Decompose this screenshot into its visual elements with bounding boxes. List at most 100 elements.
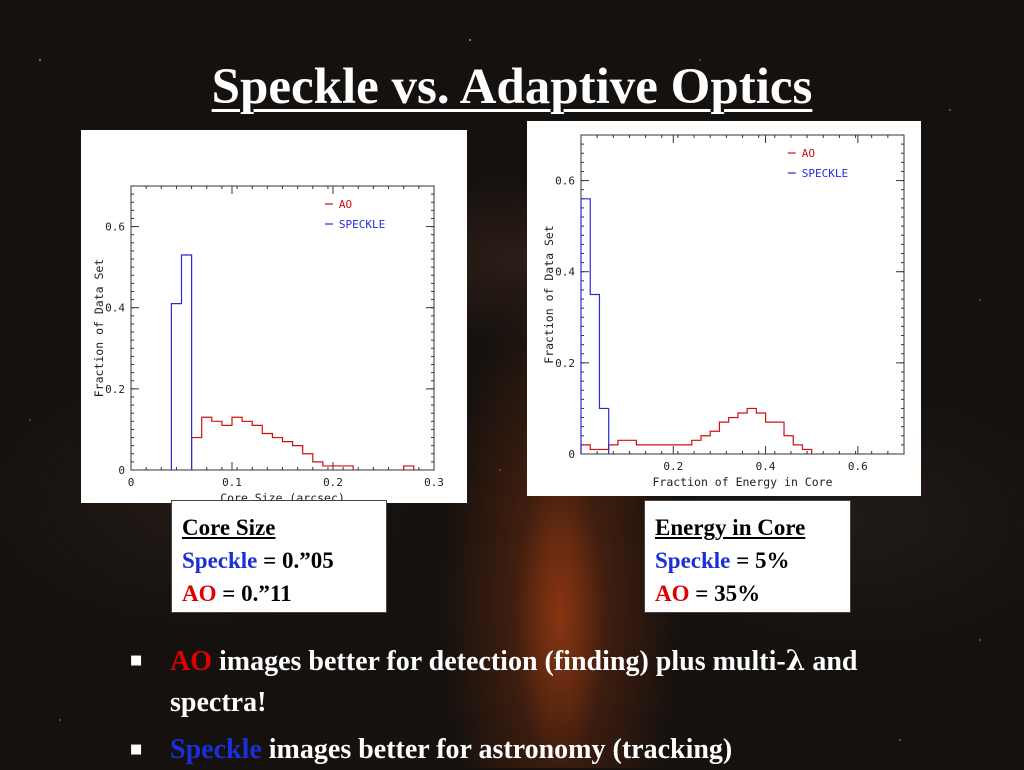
legend-label: AO: [802, 147, 815, 160]
histogram-bar-ao: [202, 417, 212, 470]
y-axis-label: Fraction of Data Set: [542, 225, 556, 363]
histogram-bar-ao: [192, 438, 202, 470]
histogram-bar-ao: [802, 449, 811, 454]
x-tick-label: 0.6: [848, 460, 868, 473]
histogram-bar-ao: [242, 421, 252, 470]
y-tick-label: 0.4: [555, 266, 575, 279]
histogram-series-ao: [580, 407, 813, 454]
histogram-bar-ao: [262, 433, 272, 470]
speckle-value: = 0.”05: [257, 548, 334, 573]
histogram-bar-ao: [636, 445, 645, 454]
legend-label: SPECKLE: [802, 167, 848, 180]
histogram-series-speckle: [580, 198, 610, 454]
bullet-list: ■ AO images better for detection (findin…: [130, 640, 910, 770]
histogram-series-ao: [191, 416, 415, 470]
bullet-text: images better for detection (finding) pl…: [212, 646, 786, 677]
histogram-bar-ao: [252, 425, 262, 470]
histogram-bar-ao: [609, 445, 618, 454]
x-axis-label: Fraction of Energy in Core: [652, 475, 832, 489]
y-tick-label: 0.4: [105, 302, 125, 315]
callout-heading: Energy in Core: [655, 515, 806, 540]
histogram-bar-speckle: [182, 255, 192, 470]
bullet-item-ao: ■ AO images better for detection (findin…: [130, 640, 910, 723]
histogram-bar-ao: [232, 417, 242, 470]
energy-in-core-chart-panel: 0.2 0.4 0.6 0 0.2 0.4 0.6 Fraction of Energy in…: [527, 121, 921, 496]
y-tick-label: 0.2: [105, 383, 125, 396]
x-tick-label: 0.2: [663, 460, 683, 473]
histogram-bar-ao: [683, 445, 692, 454]
histogram-bar-speckle: [590, 295, 599, 455]
core-size-chart-panel: 0 0.1 0.2 0.3 0 0.2 0.4 0.6 Core Size (arcsec) Fr…: [81, 130, 467, 503]
histogram-bar-ao: [692, 440, 701, 454]
speckle-label: Speckle: [655, 548, 731, 573]
histogram-bar-speckle: [599, 408, 608, 454]
histogram-bar-ao: [756, 413, 765, 454]
legend-label: SPECKLE: [339, 218, 385, 231]
speckle-label: Speckle: [182, 548, 258, 573]
histogram-bar-ao: [646, 445, 655, 454]
x-tick-label: 0.4: [756, 460, 776, 473]
histogram-bar-ao: [323, 466, 333, 470]
legend-label: AO: [339, 198, 352, 211]
ao-label: AO: [182, 581, 217, 606]
histogram-bar-speckle: [581, 199, 590, 454]
energy-in-core-histogram: 0.2 0.4 0.6 0 0.2 0.4 0.6 Fraction of Energy in…: [542, 134, 905, 489]
core-size-callout: Core Size Speckle = 0.”05 AO = 0.”11: [171, 500, 387, 613]
plot-frame: [580, 134, 905, 455]
histogram-bar-ao: [404, 466, 414, 470]
y-tick-label: 0: [568, 448, 575, 461]
x-tick-label: 0: [128, 476, 135, 489]
histogram-bar-ao: [701, 436, 710, 454]
histogram-bar-ao: [664, 445, 673, 454]
histogram-bar-ao: [766, 422, 775, 454]
ao-value: = 0.”11: [216, 581, 292, 606]
histogram-bar-ao: [673, 445, 682, 454]
histogram-bar-ao: [747, 408, 756, 454]
histogram-bar-ao: [293, 446, 303, 470]
y-tick-label: 0.6: [555, 175, 575, 188]
histogram-bar-ao: [627, 440, 636, 454]
histogram-bar-ao: [283, 442, 293, 470]
energy-in-core-callout: Energy in Core Speckle = 5% AO = 35%: [644, 500, 851, 613]
histogram-bar-ao: [793, 445, 802, 454]
callout-speckle-line: Speckle = 0.”05: [182, 544, 376, 577]
histogram-bar-ao: [313, 462, 323, 470]
callout-heading: Core Size: [182, 515, 276, 540]
histogram-bar-ao: [222, 425, 232, 470]
histogram-bar-ao: [729, 418, 738, 454]
x-tick-label: 0.1: [222, 476, 242, 489]
y-axis-label: Fraction of Data Set: [92, 259, 106, 397]
histogram-bar-ao: [719, 422, 728, 454]
slide-title: Speckle vs. Adaptive Optics: [211, 59, 813, 115]
histogram-bar-ao: [710, 431, 719, 454]
x-tick-label: 0.2: [323, 476, 343, 489]
x-tick-label: 0.3: [424, 476, 444, 489]
bullet-text: images better for astronomy (tracking): [261, 734, 733, 765]
histogram-bar-ao: [775, 422, 784, 454]
bullet-text-end: and spectra!: [170, 646, 858, 718]
speckle-value: = 5%: [730, 548, 790, 573]
histogram-bar-ao: [618, 440, 627, 454]
bullet-marker-icon: ■: [130, 653, 143, 668]
y-tick-label: 0.6: [105, 221, 125, 234]
histogram-series-speckle: [170, 254, 193, 470]
bullet-highlight: Speckle: [170, 734, 262, 765]
callout-speckle-line: Speckle = 5%: [655, 544, 840, 577]
histogram-bar-ao: [784, 436, 793, 454]
histogram-bar-ao: [272, 438, 282, 470]
bullet-marker-icon: ■: [130, 742, 143, 757]
ao-label: AO: [655, 581, 690, 606]
histogram-bar-ao: [655, 445, 664, 454]
histogram-bar-speckle: [171, 304, 181, 470]
histogram-bar-ao: [738, 413, 747, 454]
callout-ao-line: AO = 35%: [655, 577, 840, 610]
callout-ao-line: AO = 0.”11: [182, 577, 376, 610]
histogram-bar-ao: [303, 454, 313, 470]
bullet-highlight: AO: [170, 646, 212, 677]
histogram-bar-ao: [333, 466, 343, 470]
histogram-bar-ao: [212, 421, 222, 470]
y-tick-label: 0: [118, 464, 125, 477]
histogram-bar-ao: [343, 466, 353, 470]
lambda-symbol: λ: [785, 644, 806, 677]
